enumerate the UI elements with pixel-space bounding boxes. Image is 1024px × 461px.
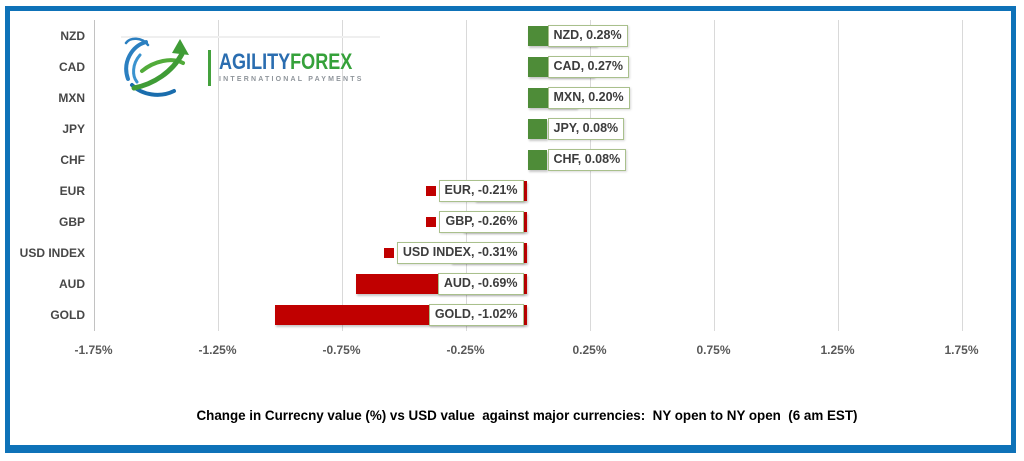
- category-label: USD INDEX: [19, 246, 85, 261]
- gridline: [961, 20, 963, 331]
- data-label-box: USD INDEX, -0.31%: [396, 242, 524, 265]
- data-label-box: GBP, -0.26%: [439, 211, 524, 234]
- legend-key: [426, 217, 437, 228]
- category-label: CHF: [60, 152, 85, 167]
- gridline: [93, 20, 95, 331]
- logo-brand-agility: AGILITY: [219, 49, 291, 74]
- x-tick-label: 0.25%: [572, 343, 607, 357]
- x-tick-label: -1.25%: [198, 343, 237, 357]
- chart-title: Change in Currecny value (%) vs USD valu…: [196, 408, 858, 423]
- agilityforex-globe-icon: [124, 37, 189, 97]
- category-label: JPY: [62, 121, 85, 136]
- bar: [527, 118, 548, 139]
- data-label: NZD, 0.28%: [547, 24, 628, 48]
- data-label: CAD, 0.27%: [547, 55, 629, 79]
- data-label-box: CHF, 0.08%: [547, 148, 627, 171]
- data-label-box: NZD, 0.28%: [547, 24, 628, 47]
- legend-key: [383, 248, 394, 259]
- legend-key: [425, 186, 436, 197]
- data-label: AUD, -0.69%: [424, 272, 524, 296]
- data-label: JPY, 0.08%: [547, 117, 625, 141]
- gridline: [713, 20, 715, 331]
- gridline: [341, 20, 343, 331]
- legend-key: [415, 310, 426, 321]
- data-label: MXN, 0.20%: [547, 86, 630, 110]
- agilityforex-logo: AGILITYFOREX INTERNATIONAL PAYMENTS: [120, 36, 382, 98]
- logo-brand-name: AGILITYFOREX: [219, 51, 352, 73]
- category-label: CAD: [59, 59, 85, 74]
- plot-area: NZD, 0.28% CAD, 0.27% MXN, 0.20% JPY, 0.08%…: [93, 20, 963, 331]
- x-tick-label: -0.75%: [322, 343, 361, 357]
- category-label: AUD: [59, 277, 85, 292]
- category-label: GOLD: [50, 308, 85, 323]
- data-label-box: EUR, -0.21%: [438, 180, 524, 203]
- x-tick-label: 0.75%: [696, 343, 731, 357]
- data-label-box: CAD, 0.27%: [547, 55, 629, 78]
- gridline: [465, 20, 467, 331]
- x-tick-label: 1.25%: [820, 343, 855, 357]
- x-tick-label: 1.75%: [944, 343, 979, 357]
- logo-top-divider: [121, 36, 380, 38]
- logo-brand-forex: FOREX: [290, 49, 353, 74]
- logo-text-block: AGILITYFOREX INTERNATIONAL PAYMENTS: [219, 51, 382, 84]
- category-label: MXN: [58, 90, 85, 105]
- gridline: [589, 20, 591, 331]
- category-label: GBP: [58, 215, 85, 230]
- x-tick-label: -0.25%: [446, 343, 485, 357]
- data-label-box: MXN, 0.20%: [547, 86, 630, 109]
- logo-tagline: INTERNATIONAL PAYMENTS: [219, 76, 364, 83]
- data-label: EUR, -0.21%: [425, 179, 524, 203]
- gridline: [217, 20, 219, 331]
- data-label: USD INDEX, -0.31%: [383, 241, 524, 265]
- data-label-box: GOLD, -1.02%: [428, 304, 524, 327]
- logo-separator: [208, 50, 211, 86]
- category-label: NZD: [60, 28, 85, 43]
- legend-key: [424, 279, 435, 290]
- gridline: [837, 20, 839, 331]
- data-label: GBP, -0.26%: [426, 210, 524, 234]
- data-label-box: AUD, -0.69%: [437, 273, 524, 296]
- data-label: GOLD, -1.02%: [415, 303, 524, 327]
- data-label: CHF, 0.08%: [547, 148, 627, 172]
- data-label-box: JPY, 0.08%: [547, 117, 625, 140]
- category-label: EUR: [59, 184, 85, 199]
- x-tick-label: -1.75%: [74, 343, 113, 357]
- bar: [527, 149, 548, 170]
